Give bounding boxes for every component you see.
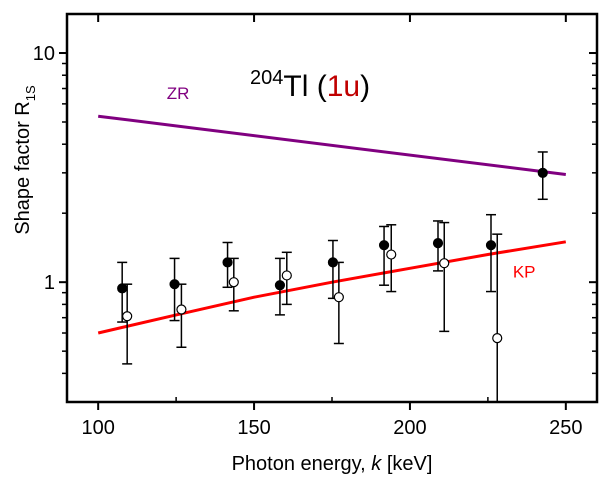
curve-zr: [98, 114, 566, 176]
filled-marker: [432, 238, 444, 249]
title-close-paren: ): [360, 70, 370, 103]
filled-data-point: [378, 225, 390, 286]
open-data-point: [492, 233, 503, 402]
filled-data-point: [432, 220, 444, 272]
open-data-point: [333, 261, 344, 345]
data-points: [117, 151, 548, 402]
x-axis-title: Photon energy, k [keV]: [232, 453, 433, 475]
open-marker: [333, 292, 344, 303]
title-transition: 1u: [327, 70, 360, 103]
chart-title: 204Tl (1u): [250, 67, 370, 103]
open-data-point: [439, 221, 450, 333]
x-tick-label: 150: [237, 417, 270, 439]
title-open-paren: (: [317, 70, 327, 103]
x-axis-title-prefix: Photon energy,: [232, 453, 372, 475]
y-axis-title-main: Shape factor R: [12, 101, 34, 234]
axes: 100 150 200 250 1 10: [33, 12, 599, 439]
y-tick-label: 10: [33, 43, 55, 65]
open-marker: [281, 270, 292, 281]
open-marker: [439, 258, 450, 269]
open-data-point: [122, 283, 133, 365]
open-marker: [122, 311, 133, 322]
open-data-point: [176, 283, 187, 349]
filled-marker: [274, 280, 286, 291]
filled-marker: [537, 167, 548, 178]
open-data-point: [228, 257, 239, 312]
filled-data-point: [222, 241, 233, 289]
curve-label-zr: ZR: [167, 84, 190, 103]
open-marker: [176, 304, 187, 315]
model-curves: ZR KP: [97, 84, 567, 335]
y-tick-label: 1: [44, 272, 55, 294]
curve-kp: [97, 240, 567, 335]
filled-marker: [378, 240, 390, 251]
open-data-point: [281, 251, 292, 306]
filled-marker: [222, 257, 233, 268]
open-marker: [492, 333, 503, 344]
title-element: Tl: [283, 70, 308, 103]
open-marker: [228, 277, 239, 288]
open-data-point: [386, 224, 397, 293]
x-tick-label: 200: [393, 417, 426, 439]
x-tick-label: 250: [549, 417, 582, 439]
curve-label-kp: KP: [513, 262, 536, 281]
open-marker: [386, 249, 397, 260]
title-mass-number: 204: [250, 67, 283, 89]
y-axis-title-subscript: 1S: [23, 85, 38, 101]
filled-marker: [117, 283, 128, 294]
filled-marker: [485, 240, 497, 251]
filled-data-point: [537, 151, 548, 201]
filled-data-point: [274, 257, 286, 316]
y-axis-title: Shape factor R1S: [12, 85, 38, 235]
x-axis-title-variable: k: [371, 453, 382, 475]
x-axis-title-suffix: [keV]: [381, 453, 432, 475]
filled-data-point: [327, 239, 339, 300]
filled-data-point: [485, 213, 497, 293]
x-tick-label: 100: [81, 417, 114, 439]
